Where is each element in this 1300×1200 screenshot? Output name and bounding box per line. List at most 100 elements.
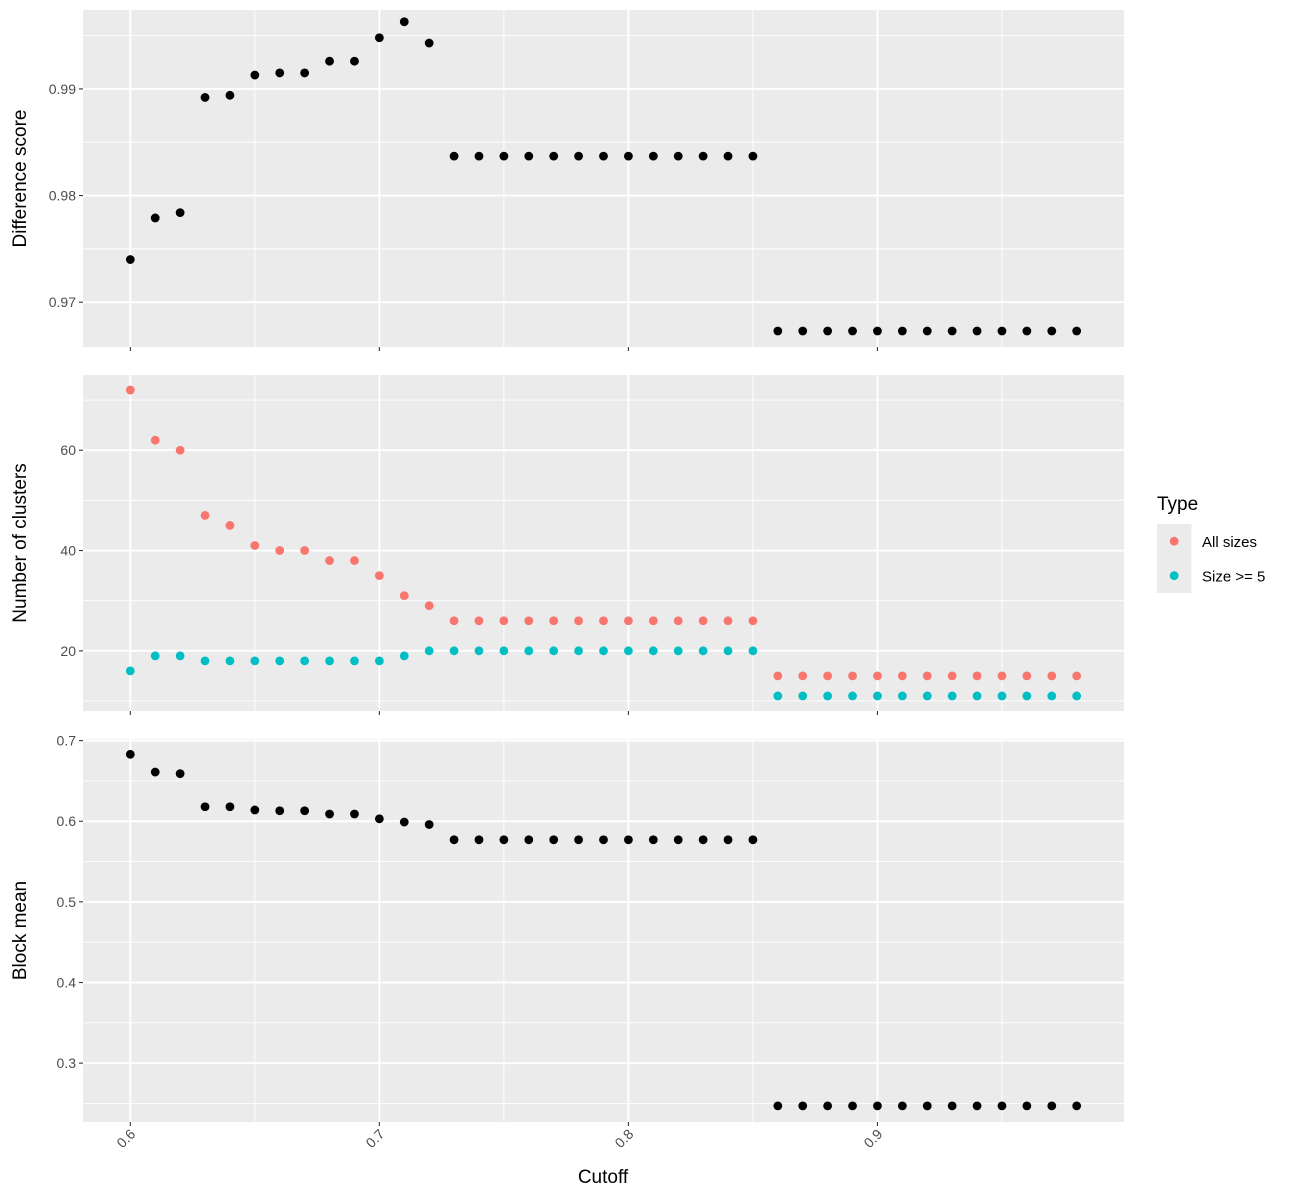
legend-label: Size >= 5 — [1202, 569, 1265, 586]
data-point — [897, 691, 907, 701]
data-point — [1047, 671, 1057, 681]
panel-3: 0.3 0.4 0.5 0.6 0.7 Block mean — [10, 733, 1124, 1126]
data-point — [823, 691, 833, 701]
y-tick-label: 20 — [60, 643, 76, 659]
data-point — [499, 616, 509, 626]
data-point — [325, 809, 334, 819]
data-point — [624, 151, 633, 161]
y-tick-label: 40 — [60, 543, 76, 559]
data-point — [947, 671, 957, 681]
data-point — [300, 656, 310, 666]
data-point — [1022, 691, 1032, 701]
data-point — [873, 1101, 882, 1111]
data-point — [723, 835, 733, 845]
data-point — [574, 646, 583, 656]
data-point — [325, 656, 334, 666]
data-point — [125, 666, 135, 676]
y-axis-title: Number of clusters — [10, 463, 31, 622]
data-point — [399, 651, 409, 661]
data-point — [524, 646, 534, 656]
data-point — [175, 445, 185, 455]
data-point — [374, 571, 384, 580]
data-point — [449, 835, 459, 845]
y-tick-label: 0.99 — [49, 81, 76, 97]
data-point — [997, 691, 1007, 701]
data-point — [424, 820, 434, 829]
data-point — [748, 151, 758, 161]
data-point — [624, 646, 633, 656]
data-point — [150, 435, 160, 445]
x-tick-label: 0.9 — [860, 1126, 885, 1151]
data-point — [300, 546, 310, 555]
data-point — [424, 601, 434, 611]
data-point — [873, 326, 882, 336]
data-point — [599, 835, 608, 845]
data-point — [673, 616, 683, 626]
data-point — [250, 70, 260, 80]
x-axis-title: Cutoff — [578, 1167, 629, 1188]
data-point — [798, 691, 808, 701]
data-point — [499, 151, 509, 161]
data-point — [723, 616, 733, 626]
data-point — [798, 1101, 808, 1111]
data-point — [499, 835, 509, 845]
data-point — [1072, 326, 1082, 336]
data-point — [673, 835, 683, 845]
data-point — [947, 691, 957, 701]
legend-label: All sizes — [1202, 534, 1257, 551]
data-point — [723, 151, 733, 161]
data-point — [624, 835, 633, 845]
data-point — [549, 835, 559, 845]
data-point — [175, 769, 185, 779]
data-point — [150, 651, 160, 661]
data-point — [225, 656, 235, 666]
data-point — [200, 511, 210, 520]
data-point — [972, 1101, 982, 1111]
data-point — [374, 814, 384, 824]
data-point — [599, 646, 608, 656]
data-point — [1022, 671, 1032, 681]
data-point — [125, 255, 135, 264]
data-point — [549, 151, 559, 161]
data-point — [648, 616, 658, 626]
data-point — [798, 671, 808, 681]
data-point — [848, 326, 857, 336]
data-point — [897, 326, 907, 336]
data-point — [574, 835, 583, 845]
panel-2: 20 40 60 Number of clusters — [10, 375, 1124, 715]
data-point — [848, 671, 857, 681]
data-point — [922, 671, 932, 681]
data-point — [1047, 326, 1057, 336]
data-point — [922, 326, 932, 336]
chart-panels: 0.97 0.98 0.99 Difference score 20 40 60 Number… — [10, 10, 1124, 1126]
y-tick-label: 0.4 — [57, 975, 77, 991]
data-point — [773, 1101, 783, 1111]
data-point — [773, 671, 783, 681]
data-point — [399, 817, 409, 827]
data-point — [947, 326, 957, 336]
data-point — [275, 806, 285, 816]
data-point — [200, 802, 210, 812]
data-point — [175, 651, 185, 661]
y-tick-label: 0.3 — [57, 1055, 77, 1071]
legend-key-marker — [1169, 536, 1179, 546]
data-point — [524, 835, 534, 845]
legend-entries: All sizes Size >= 5 — [1157, 524, 1265, 593]
data-point — [698, 151, 708, 161]
panel-1: 0.97 0.98 0.99 Difference score — [10, 10, 1124, 351]
data-point — [225, 802, 235, 812]
data-point — [997, 326, 1007, 336]
data-point — [524, 151, 534, 161]
data-point — [773, 326, 783, 336]
data-point — [748, 616, 758, 626]
data-point — [648, 646, 658, 656]
data-point — [823, 671, 833, 681]
data-point — [624, 616, 633, 626]
data-point — [873, 671, 882, 681]
y-axis-title: Difference score — [10, 110, 31, 248]
y-tick-label: 60 — [60, 442, 76, 458]
y-tick-label: 0.5 — [57, 894, 77, 910]
data-point — [972, 691, 982, 701]
data-point — [424, 646, 434, 656]
